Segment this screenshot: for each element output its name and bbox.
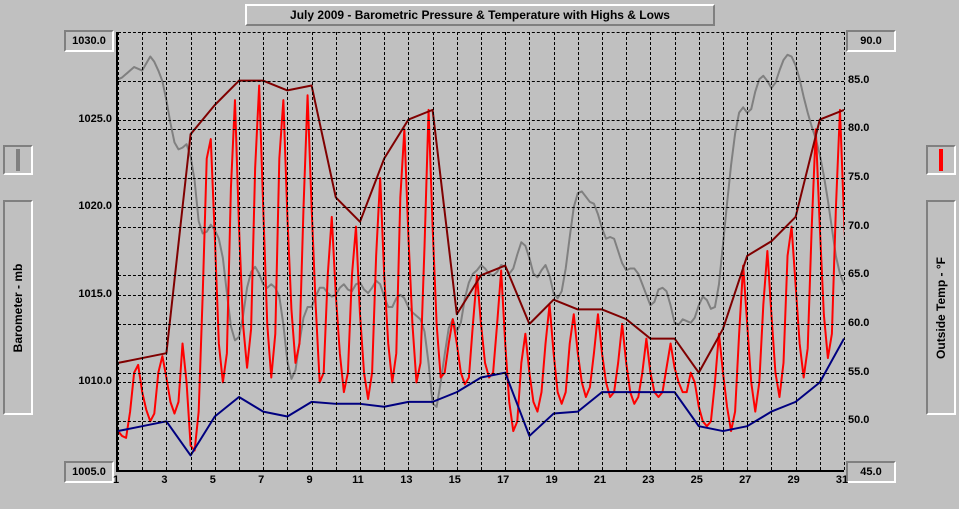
grid-line-v — [747, 32, 748, 470]
x-axis-tick-label: 23 — [638, 474, 658, 486]
grid-line-v — [505, 32, 506, 470]
x-axis-tick-label: 5 — [203, 474, 223, 486]
left-axis-tick-label: 1025.0 — [66, 113, 112, 125]
grid-line-v — [384, 32, 385, 470]
grid-line-h-left — [118, 207, 844, 208]
temp-legend-swatch — [926, 145, 956, 175]
x-axis-tick-label: 31 — [832, 474, 852, 486]
grid-line-h-right — [118, 324, 844, 325]
grid-line-v — [820, 32, 821, 470]
grid-line-h-right — [118, 129, 844, 130]
x-axis-tick-label: 9 — [300, 474, 320, 486]
grid-line-v — [287, 32, 288, 470]
right-axis-tick-label: 60.0 — [848, 317, 894, 329]
grid-line-h-left — [118, 295, 844, 296]
grid-line-v — [360, 32, 361, 470]
grid-line-h-right — [118, 373, 844, 374]
left-axis-top-tick-box: 1030.0 — [64, 30, 114, 52]
chart-title: July 2009 - Barometric Pressure & Temper… — [245, 4, 715, 26]
grid-line-v — [191, 32, 192, 470]
grid-line-v — [723, 32, 724, 470]
left-axis-tick-label: 1015.0 — [66, 288, 112, 300]
right-axis-tick-label: 55.0 — [848, 366, 894, 378]
x-axis-tick-label: 3 — [154, 474, 174, 486]
grid-line-v — [771, 32, 772, 470]
x-axis-tick-label: 11 — [348, 474, 368, 486]
grid-line-v — [312, 32, 313, 470]
right-axis-label: Outside Temp - °F — [934, 257, 948, 359]
grid-line-h-right — [118, 81, 844, 82]
grid-line-h-left — [118, 120, 844, 121]
grid-line-v — [239, 32, 240, 470]
x-axis-tick-label: 19 — [542, 474, 562, 486]
x-axis-tick-label: 25 — [687, 474, 707, 486]
barometer-legend-swatch — [3, 145, 33, 175]
grid-line-v — [263, 32, 264, 470]
right-axis-tick-label: 65.0 — [848, 268, 894, 280]
grid-line-v — [626, 32, 627, 470]
grid-line-v — [215, 32, 216, 470]
grid-line-h-left — [118, 32, 844, 33]
right-axis-top-tick-box: 90.0 — [846, 30, 896, 52]
left-axis-tick-label: 1020.0 — [66, 200, 112, 212]
left-axis-label-box: Barometer - mb — [3, 200, 33, 415]
grid-line-v — [602, 32, 603, 470]
grid-line-v — [529, 32, 530, 470]
right-axis-tick-label: 85.0 — [848, 74, 894, 86]
x-axis-tick-label: 15 — [445, 474, 465, 486]
grid-line-v — [481, 32, 482, 470]
plot-area — [116, 32, 844, 472]
grid-line-v — [650, 32, 651, 470]
right-axis-bottom-tick-box: 45.0 — [846, 461, 896, 483]
grid-line-v — [433, 32, 434, 470]
grid-line-v — [578, 32, 579, 470]
grid-line-h-right — [118, 227, 844, 228]
left-axis-tick-label: 1010.0 — [66, 375, 112, 387]
grid-line-h-right — [118, 275, 844, 276]
x-axis-tick-label: 27 — [735, 474, 755, 486]
grid-line-v — [699, 32, 700, 470]
right-axis-tick-label: 50.0 — [848, 414, 894, 426]
x-axis-tick-label: 29 — [784, 474, 804, 486]
right-axis-tick-label: 80.0 — [848, 122, 894, 134]
x-axis-tick-label: 1 — [106, 474, 126, 486]
grid-line-v — [796, 32, 797, 470]
right-axis-label-box: Outside Temp - °F — [926, 200, 956, 415]
right-axis-tick-label: 75.0 — [848, 171, 894, 183]
grid-line-h-right — [118, 178, 844, 179]
grid-line-h-left — [118, 382, 844, 383]
right-axis-tick-label: 70.0 — [848, 220, 894, 232]
grid-line-v — [336, 32, 337, 470]
x-axis-tick-label: 17 — [493, 474, 513, 486]
grid-line-v — [166, 32, 167, 470]
grid-line-v — [408, 32, 409, 470]
grid-line-v — [675, 32, 676, 470]
x-axis-tick-label: 21 — [590, 474, 610, 486]
x-axis-tick-label: 13 — [396, 474, 416, 486]
x-axis-tick-label: 7 — [251, 474, 271, 486]
grid-line-v — [554, 32, 555, 470]
left-axis-label: Barometer - mb — [11, 263, 25, 352]
grid-line-v — [844, 32, 845, 470]
grid-line-v — [118, 32, 119, 470]
grid-line-h-right — [118, 421, 844, 422]
grid-line-v — [457, 32, 458, 470]
grid-line-v — [142, 32, 143, 470]
